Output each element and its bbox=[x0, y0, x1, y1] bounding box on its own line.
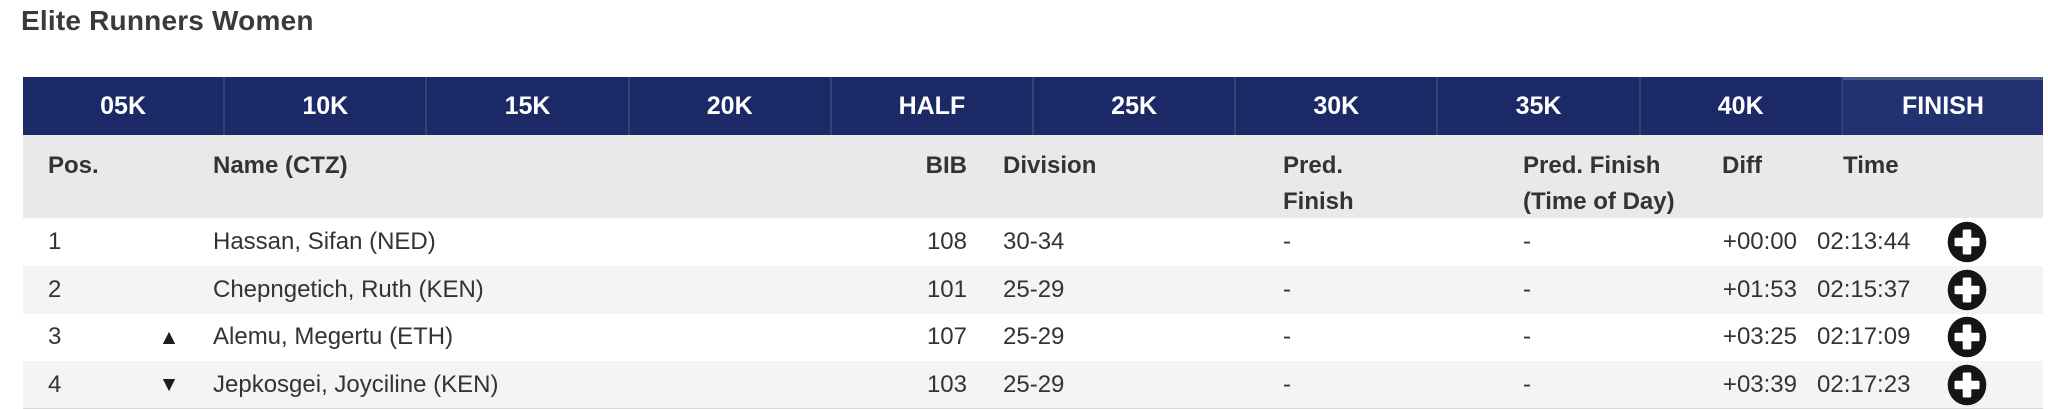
plus-circle-icon bbox=[1947, 317, 1987, 358]
table-header-row: Pos. Name (CTZ) BIB Division Pred. Finis… bbox=[23, 135, 2043, 218]
tab-half[interactable]: HALF bbox=[829, 77, 1033, 135]
runner-name: Hassan, Sifan (NED) bbox=[213, 227, 436, 255]
bib-cell: 108 bbox=[926, 227, 967, 255]
tab-40k[interactable]: 40K bbox=[1638, 77, 1841, 135]
division-cell: 25-29 bbox=[1003, 275, 1065, 303]
tab-35k[interactable]: 35K bbox=[1436, 77, 1639, 135]
pos-cell: 4 bbox=[48, 370, 62, 398]
header-pred-finish-line1: Pred. bbox=[1283, 152, 1344, 179]
header-division: Division bbox=[1003, 152, 1097, 179]
header-pos: Pos. bbox=[48, 152, 99, 179]
header-pred-finish: Pred. Finish bbox=[1283, 148, 1523, 220]
pos-cell: 3 bbox=[48, 323, 62, 351]
pred-finish-tod-cell: - bbox=[1523, 323, 1531, 351]
rank-down-icon: ▼ bbox=[158, 373, 180, 397]
diff-cell: +01:53 bbox=[1722, 275, 1797, 303]
table-row: 3 ▲ Alemu, Megertu (ETH) 107 25-29 - - +… bbox=[23, 313, 2043, 362]
pred-finish-tod-cell: - bbox=[1523, 275, 1531, 303]
division-cell: 25-29 bbox=[1003, 370, 1065, 398]
runner-name: Chepngetich, Ruth (KEN) bbox=[213, 275, 484, 303]
runner-name: Alemu, Megertu (ETH) bbox=[213, 323, 454, 351]
table-row: 2 Chepngetich, Ruth (KEN) 101 25-29 - - … bbox=[23, 265, 2043, 314]
time-cell: 02:15:37 bbox=[1817, 275, 1911, 303]
header-time-label: Time bbox=[1843, 152, 1899, 179]
pred-finish-cell: - bbox=[1283, 323, 1291, 351]
tab-30k[interactable]: 30K bbox=[1234, 77, 1437, 135]
diff-cell: +03:39 bbox=[1722, 370, 1797, 398]
tab-25k[interactable]: 25K bbox=[1032, 77, 1235, 135]
pred-finish-cell: - bbox=[1283, 370, 1291, 398]
bib-cell: 103 bbox=[926, 370, 967, 398]
pred-finish-tod-cell: - bbox=[1523, 370, 1531, 398]
plus-circle-icon bbox=[1947, 364, 1987, 405]
bib-cell: 101 bbox=[926, 275, 967, 303]
pos-cell: 2 bbox=[48, 275, 62, 303]
pred-finish-cell: - bbox=[1283, 227, 1291, 255]
tab-20k[interactable]: 20K bbox=[627, 77, 830, 135]
header-pred-finish-tod-line1: Pred. Finish bbox=[1523, 152, 1661, 179]
page-title: Elite Runners Women bbox=[21, 5, 314, 36]
header-bib: BIB bbox=[925, 152, 967, 179]
plus-circle-icon bbox=[1947, 221, 1987, 263]
table-row: 1 Hassan, Sifan (NED) 108 30-34 - - +00:… bbox=[23, 218, 2043, 266]
split-tab-bar: 05K 10K 15K 20K HALF 25K 30K 35K 40K FIN… bbox=[23, 77, 2044, 135]
tab-finish[interactable]: FINISH bbox=[1840, 77, 2044, 135]
table-row: 4 ▼ Jepkosgei, Joyciline (KEN) 103 25-29… bbox=[23, 361, 2043, 409]
trend-cell: ▼ bbox=[143, 374, 195, 395]
expand-row-icon[interactable] bbox=[1947, 316, 1987, 358]
results-table-body: 1 Hassan, Sifan (NED) 108 30-34 - - +00:… bbox=[23, 218, 2043, 409]
division-cell: 25-29 bbox=[1003, 323, 1065, 351]
pos-cell: 1 bbox=[48, 227, 62, 255]
header-pred-finish-tod: Pred. Finish (Time of Day) bbox=[1523, 148, 1722, 220]
expand-row-icon[interactable] bbox=[1947, 269, 1987, 311]
header-name: Name (CTZ) bbox=[213, 152, 348, 179]
tab-15k[interactable]: 15K bbox=[425, 77, 628, 135]
time-cell: 02:17:09 bbox=[1817, 323, 1911, 351]
tab-10k[interactable]: 10K bbox=[223, 77, 426, 135]
tab-05k[interactable]: 05K bbox=[23, 77, 224, 135]
bib-cell: 107 bbox=[926, 323, 967, 351]
time-cell: 02:17:23 bbox=[1817, 370, 1911, 398]
time-cell: 02:13:44 bbox=[1817, 227, 1911, 255]
diff-cell: +00:00 bbox=[1722, 227, 1797, 255]
pred-finish-cell: - bbox=[1283, 275, 1291, 303]
plus-circle-icon bbox=[1947, 269, 1987, 310]
division-cell: 30-34 bbox=[1003, 227, 1065, 255]
header-pred-finish-tod-line2: (Time of Day) bbox=[1523, 188, 1675, 215]
header-pred-finish-line2: Finish bbox=[1283, 188, 1354, 215]
pred-finish-tod-cell: - bbox=[1523, 227, 1531, 255]
trend-cell: ▲ bbox=[143, 327, 195, 348]
diff-cell: +03:25 bbox=[1722, 323, 1797, 351]
runner-name: Jepkosgei, Joyciline (KEN) bbox=[213, 370, 499, 398]
header-diff: Diff bbox=[1722, 152, 1762, 179]
header-time: Time bbox=[1797, 148, 1927, 184]
expand-row-icon[interactable] bbox=[1947, 364, 1987, 406]
expand-row-icon[interactable] bbox=[1947, 221, 1987, 263]
rank-up-icon: ▲ bbox=[158, 325, 180, 349]
